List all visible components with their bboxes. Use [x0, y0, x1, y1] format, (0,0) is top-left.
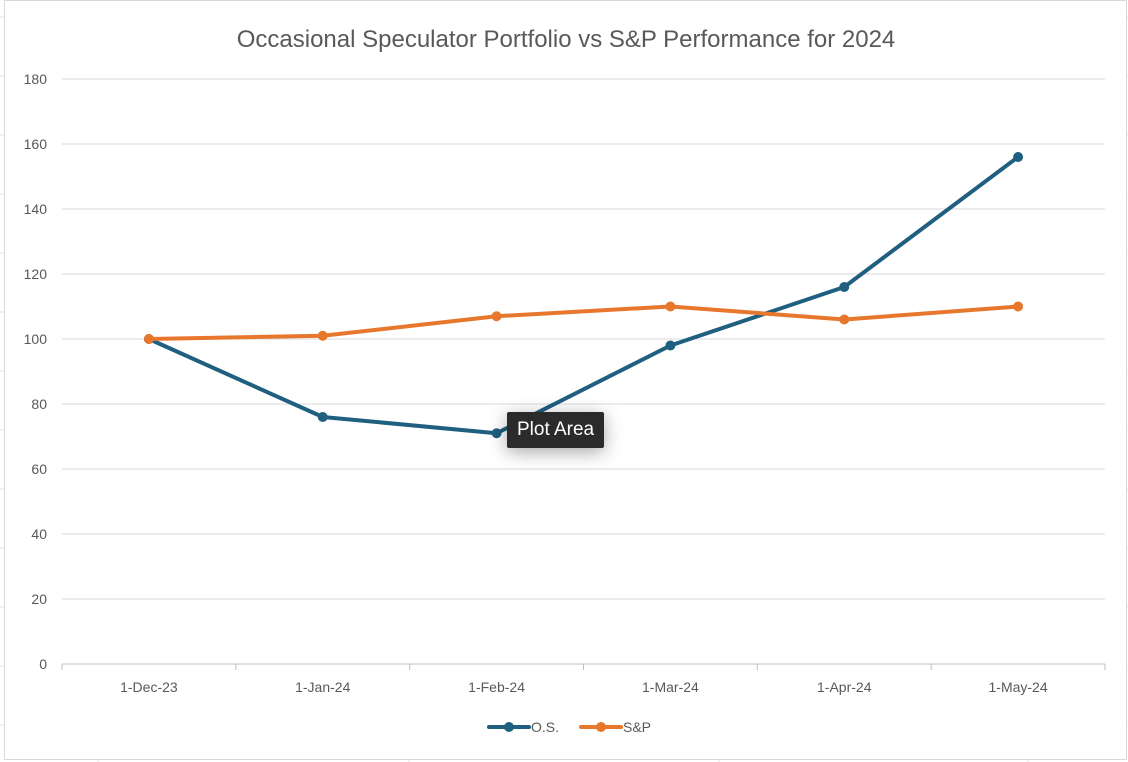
x-tick-label: 1-Feb-24: [468, 679, 525, 695]
chart-container[interactable]: Occasional Speculator Portfolio vs S&P P…: [4, 0, 1127, 760]
legend-marker: [504, 722, 514, 732]
chart-title: Occasional Speculator Portfolio vs S&P P…: [237, 26, 896, 53]
y-tick-label: 20: [31, 591, 47, 607]
y-tick-label: 80: [31, 396, 47, 412]
data-point: [839, 282, 850, 292]
x-tick-label: 1-Dec-23: [120, 679, 178, 695]
data-point: [665, 301, 676, 312]
gridlines: [62, 78, 1105, 600]
y-tick-label: 160: [24, 136, 48, 152]
legend-label: O.S.: [531, 719, 559, 735]
y-tick-label: 100: [24, 331, 48, 347]
data-point: [491, 428, 502, 439]
series-line: [146, 155, 1021, 436]
x-tick-label: 1-Mar-24: [642, 679, 699, 695]
data-point: [839, 314, 850, 325]
plot-area-tooltip: Plot Area: [507, 412, 605, 448]
data-point: [317, 330, 328, 341]
y-tick-label: 120: [24, 266, 48, 282]
y-tick-label: 0: [39, 656, 47, 672]
y-tick-label: 140: [24, 201, 48, 217]
data-point: [1013, 301, 1024, 312]
legend[interactable]: O.S. S&P: [487, 719, 651, 735]
series-line: [146, 304, 1021, 341]
y-tick-label: 40: [31, 526, 47, 542]
data-point: [1013, 152, 1024, 162]
chart-svg: Occasional Speculator Portfolio vs S&P P…: [24, 26, 1106, 735]
data-point: [143, 334, 154, 344]
x-tick-label: 1-Jan-24: [295, 679, 350, 695]
y-tick-label: 60: [31, 461, 47, 477]
data-point: [491, 311, 502, 322]
legend-label: S&P: [623, 719, 651, 735]
data-point: [665, 340, 676, 351]
x-tick-label: 1-May-24: [989, 679, 1048, 695]
plot-area[interactable]: [143, 152, 1024, 439]
x-tick-label: 1-Apr-24: [817, 679, 872, 695]
legend-marker: [596, 722, 606, 732]
data-point: [317, 412, 328, 422]
y-tick-label: 180: [24, 71, 48, 87]
axes: 0 20 40 60 80 100 120 140 160 180 1-Dec-23 1-Jan-24…: [24, 71, 1106, 695]
